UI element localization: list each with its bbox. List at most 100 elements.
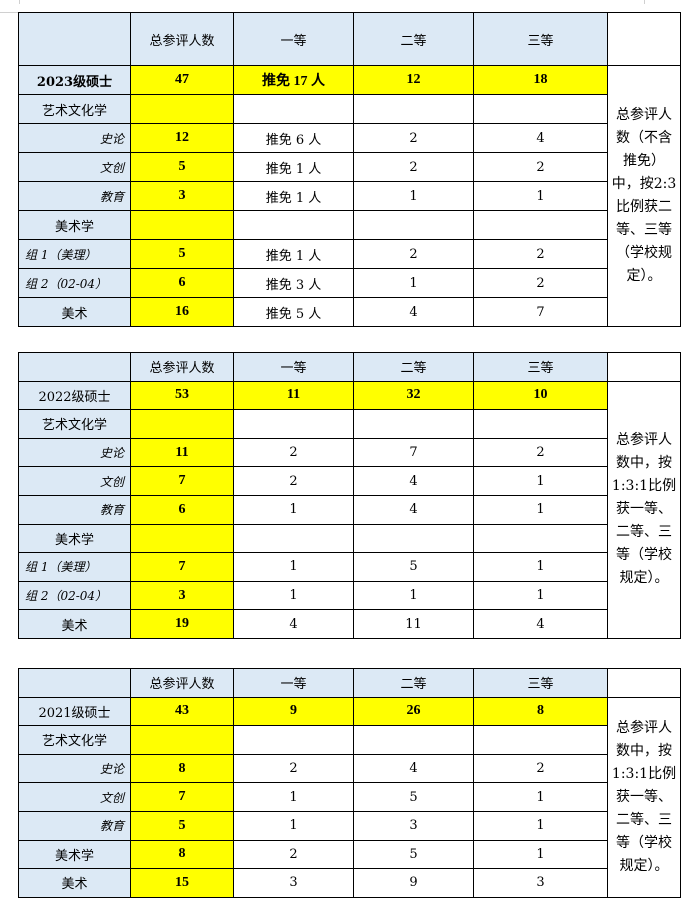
second-prize-cell <box>353 725 474 755</box>
row-label: 组 1（美理） <box>18 239 131 269</box>
total-count-cell <box>130 94 234 124</box>
row-label: 美术 <box>18 297 131 327</box>
second-prize-cell: 1 <box>353 268 474 298</box>
third-prize-cell: 2 <box>473 437 608 468</box>
third-prize-cell: 2 <box>473 152 608 182</box>
column-header <box>607 668 681 698</box>
third-prize-cell: 8 <box>473 696 608 727</box>
second-prize-cell: 26 <box>353 696 474 727</box>
row-label: 文创 <box>18 152 131 182</box>
third-prize-cell <box>473 94 608 124</box>
second-prize-cell: 1 <box>353 580 474 611</box>
table-row: 艺术文化学 <box>18 94 681 124</box>
second-prize-cell <box>353 94 474 124</box>
second-prize-cell: 32 <box>353 380 474 411</box>
total-count-cell: 19 <box>130 609 234 639</box>
table-row: 组 2（02-04） 3 1 1 1 <box>18 580 681 611</box>
third-prize-cell: 7 <box>473 297 608 327</box>
total-count-cell: 7 <box>130 552 234 582</box>
total-count-cell: 15 <box>130 868 234 898</box>
row-label: 史论 <box>18 123 131 153</box>
total-count-cell <box>130 409 234 439</box>
allocation-note: 总参评人数中，按1:3:1比例获一等、二等、三等（学校规定）。 <box>607 380 681 639</box>
scholarship-table-2023: 总参评人数 一等 二等 三等 2023级硕士 47 推免 17 人 12 18 总参评人数（不含推… <box>18 12 681 327</box>
first-prize-cell: 2 <box>233 839 354 870</box>
column-header: 一等 <box>233 668 354 698</box>
total-count-cell <box>130 523 234 554</box>
third-prize-cell: 1 <box>473 839 608 870</box>
row-label: 组 2（02-04） <box>18 268 131 298</box>
column-header: 三等 <box>473 12 608 66</box>
row-label: 史论 <box>18 437 131 468</box>
second-prize-cell: 2 <box>353 239 474 269</box>
table-row: 2022级硕士 53 11 32 10 总参评人数中，按1:3:1比例获一等、二等、三等（… <box>18 380 681 639</box>
column-header <box>18 12 131 66</box>
column-header: 三等 <box>473 668 608 698</box>
third-prize-cell: 2 <box>473 268 608 298</box>
row-label: 艺术文化学 <box>18 409 131 439</box>
first-prize-cell: 推免 1 人 <box>233 181 354 211</box>
table-row: 美术 15 3 9 3 <box>18 868 681 898</box>
total-count-cell: 8 <box>130 839 234 870</box>
table-row: 教育 6 1 4 1 <box>18 494 681 525</box>
row-label: 2023级硕士 <box>18 65 131 95</box>
total-count-cell: 12 <box>130 123 234 153</box>
row-label: 教育 <box>18 810 131 841</box>
row-label: 文创 <box>18 782 131 812</box>
row-label: 美术学 <box>18 210 131 240</box>
total-count-cell: 5 <box>130 239 234 269</box>
total-count-cell: 6 <box>130 494 234 525</box>
second-prize-cell: 4 <box>353 753 474 784</box>
table-row: 美术学 <box>18 210 681 240</box>
total-count-cell <box>130 210 234 240</box>
third-prize-cell: 4 <box>473 123 608 153</box>
header-row: 总参评人数 一等 二等 三等 <box>18 352 681 382</box>
total-count-cell: 8 <box>130 753 234 784</box>
row-label: 组 2（02-04） <box>18 580 131 611</box>
row-label: 美术学 <box>18 523 131 554</box>
column-header: 三等 <box>473 352 608 382</box>
table-row: 史论 8 2 4 2 <box>18 753 681 784</box>
scholarship-table-2022: 总参评人数 一等 二等 三等 2022级硕士 53 11 32 10 总参评人数中，按1:3:1比… <box>18 352 681 639</box>
second-prize-cell <box>353 409 474 439</box>
first-prize-cell: 推免 3 人 <box>233 268 354 298</box>
first-prize-cell: 推免 6 人 <box>233 123 354 153</box>
second-prize-cell <box>353 523 474 554</box>
table-row: 史论 11 2 7 2 <box>18 437 681 468</box>
total-count-cell: 16 <box>130 297 234 327</box>
row-label: 史论 <box>18 753 131 784</box>
total-count-cell <box>130 725 234 755</box>
row-label: 艺术文化学 <box>18 94 131 124</box>
second-prize-cell: 5 <box>353 552 474 582</box>
third-prize-cell: 1 <box>473 810 608 841</box>
second-prize-cell: 9 <box>353 868 474 898</box>
third-prize-cell: 1 <box>473 466 608 496</box>
row-label: 教育 <box>18 494 131 525</box>
first-prize-cell: 推免 1 人 <box>233 239 354 269</box>
column-header: 总参评人数 <box>130 352 234 382</box>
first-prize-cell <box>233 409 354 439</box>
first-prize-cell: 推免 5 人 <box>233 297 354 327</box>
third-prize-cell: 4 <box>473 609 608 639</box>
second-prize-cell: 12 <box>353 65 474 95</box>
third-prize-cell: 1 <box>473 580 608 611</box>
third-prize-cell: 10 <box>473 380 608 411</box>
total-count-cell: 3 <box>130 181 234 211</box>
column-header: 总参评人数 <box>130 12 234 66</box>
total-count-cell: 53 <box>130 380 234 411</box>
row-label: 艺术文化学 <box>18 725 131 755</box>
row-label: 美术学 <box>18 839 131 870</box>
first-prize-cell: 2 <box>233 437 354 468</box>
scholarship-table-2021: 总参评人数 一等 二等 三等 2021级硕士 43 9 26 8 总参评人数中，按1:3:1比例获… <box>18 668 681 898</box>
page-margin-line <box>19 0 20 4</box>
table-row: 艺术文化学 <box>18 725 681 755</box>
column-header <box>18 668 131 698</box>
second-prize-cell: 4 <box>353 494 474 525</box>
second-prize-cell: 4 <box>353 297 474 327</box>
column-header <box>607 352 681 382</box>
third-prize-cell: 1 <box>473 552 608 582</box>
second-prize-cell: 2 <box>353 152 474 182</box>
